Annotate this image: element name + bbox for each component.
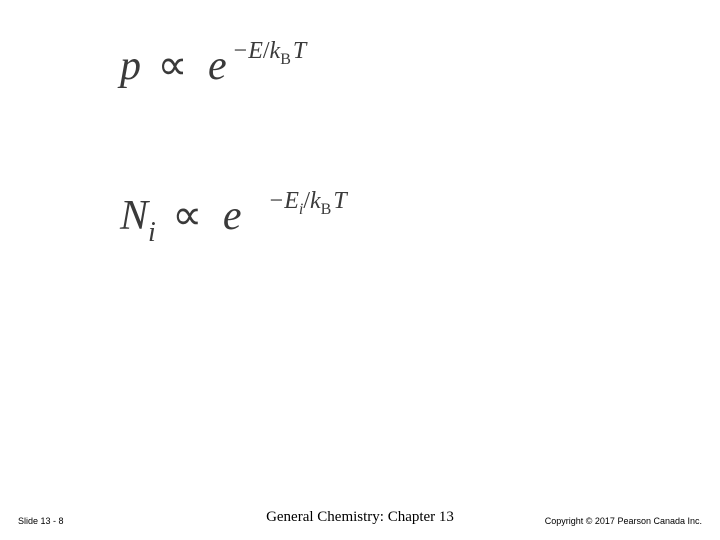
eq2-lhs: N: [120, 193, 148, 239]
slide-footer: Slide 13 - 8 General Chemistry: Chapter …: [0, 506, 720, 526]
eq1-lhs: p: [120, 43, 141, 89]
eq2-minus: −: [268, 188, 284, 214]
eq2-lhs-sub: i: [148, 217, 156, 248]
eq1-exponent: −E/kBT: [232, 38, 306, 65]
eq2-base: e: [223, 193, 242, 239]
slide-content: p ∝ e −E/kBT Ni ∝ e −Ei/kBT: [120, 40, 620, 340]
eq1-kB: B: [280, 51, 291, 68]
eq1-E: E: [248, 38, 263, 64]
eq1-base: e: [208, 43, 227, 89]
eq2-exponent: −Ei/kBT: [268, 188, 347, 215]
eq1-minus: −: [232, 38, 248, 64]
eq1-T: T: [293, 38, 306, 64]
copyright-text: Copyright © 2017 Pearson Canada Inc.: [545, 516, 702, 526]
equation-1: p ∝ e −E/kBT: [120, 40, 620, 100]
eq1-slash: /: [263, 38, 270, 64]
slide-number: Slide 13 - 8: [18, 516, 64, 526]
eq2-Ei: i: [299, 201, 303, 218]
equation-2: Ni ∝ e −Ei/kBT: [120, 190, 620, 250]
eq1-propto: ∝: [158, 43, 188, 89]
eq1-expression: p ∝ e −E/kBT: [120, 40, 227, 90]
eq2-E: E: [284, 188, 299, 214]
eq2-slash: /: [303, 188, 310, 214]
eq2-expression: Ni ∝ e −Ei/kBT: [120, 190, 241, 240]
eq1-k: k: [270, 38, 281, 64]
eq2-propto: ∝: [172, 193, 202, 239]
slide-title: General Chemistry: Chapter 13: [266, 509, 454, 526]
eq2-kB: B: [321, 201, 332, 218]
eq2-T: T: [333, 188, 346, 214]
eq2-k: k: [310, 188, 321, 214]
